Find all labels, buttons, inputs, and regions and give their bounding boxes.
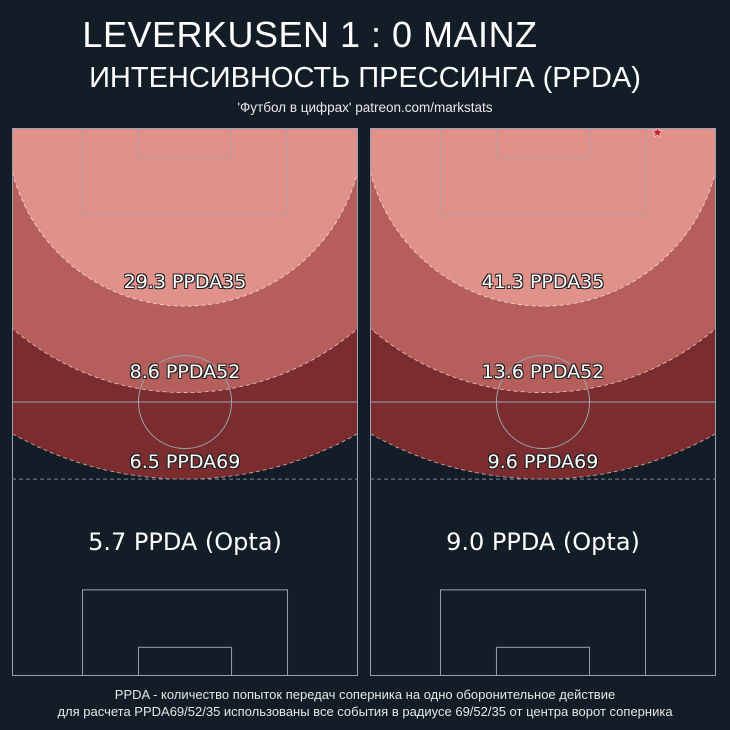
center-circle (137, 354, 233, 450)
opta-ppda-label: 5.7 PPDA (Opta) (88, 528, 282, 556)
zone35-area (12, 128, 358, 307)
top-penalty-box (81, 128, 289, 215)
footer-line-1: PPDA - количество попыток передач соперн… (114, 687, 616, 702)
defensive-action-point (651, 128, 664, 138)
opta-ppda-label: 9.0 PPDA (Opta) (446, 528, 640, 556)
mainz-pitch-svg (370, 128, 716, 676)
footer-note: PPDA - количество попыток передач соперн… (0, 686, 730, 720)
zone35-area (370, 128, 716, 307)
footer-line-2: для расчета PPDA69/52/35 использованы вс… (57, 704, 673, 719)
bottom-goal-box (137, 646, 233, 676)
zone52-label: 8.6 PPDA52 (129, 361, 241, 383)
zones-group (12, 128, 358, 480)
zone69-label: 9.6 PPDA69 (487, 451, 599, 473)
chart-title: LEVERKUSEN 1 : 0 MAINZ (82, 14, 538, 55)
chart-subtitle: ИНТЕНСИВНОСТЬ ПРЕССИНГА (PPDA) (89, 62, 641, 94)
bottom-penalty-box (81, 589, 289, 676)
center-circle (495, 354, 591, 450)
top-goal-box (495, 128, 591, 158)
zones-group (370, 128, 716, 480)
zone52-label: 13.6 PPDA52 (481, 361, 605, 383)
leverkusen-pitch-panel: 29.3 PPDA35 8.6 PPDA52 6.5 PPDA69 5.7 PP… (12, 128, 358, 676)
top-penalty-box (439, 128, 647, 215)
zone35-label: 29.3 PPDA35 (123, 271, 247, 293)
bottom-penalty-box (439, 589, 647, 676)
credit-text: 'Футбол в цифрах' patreon.com/markstats (237, 100, 493, 115)
top-goal-box (137, 128, 233, 158)
leverkusen-pitch-svg (12, 128, 358, 676)
zone35-label: 41.3 PPDA35 (481, 271, 605, 293)
bottom-goal-box (495, 646, 591, 676)
zone69-label: 6.5 PPDA69 (129, 451, 241, 473)
mainz-pitch-panel: 41.3 PPDA35 13.6 PPDA52 9.6 PPDA69 9.0 P… (370, 128, 716, 676)
